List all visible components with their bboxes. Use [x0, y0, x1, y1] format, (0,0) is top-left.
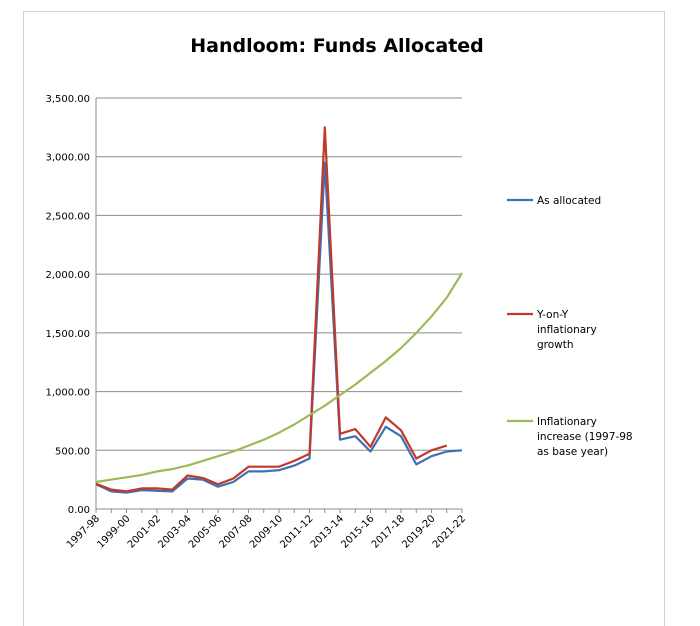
- series-line-3: [95, 272, 463, 484]
- legend: As allocated Y-on-Y inflationary growth Infl…: [507, 195, 633, 458]
- y-tick-label: 3,500.00: [45, 94, 90, 105]
- chart-title: Handloom: Funds Allocated: [190, 35, 484, 57]
- y-tick-label: 1,000.00: [45, 388, 90, 399]
- axes: [95, 98, 463, 513]
- y-tick-label: 0.00: [68, 505, 90, 516]
- grid-lines: [96, 97, 462, 451]
- legend-label-2: Y-on-Y inflationary growth: [536, 309, 597, 351]
- y-tick-label: 1,500.00: [45, 329, 90, 340]
- series-lines: [95, 126, 463, 494]
- y-tick-label: 500.00: [55, 446, 90, 457]
- chart-frame: [23, 11, 665, 626]
- legend-label-3: Inflationary increase (1997-98 as base yea…: [537, 416, 633, 458]
- x-tick-label: 2021-22: [431, 513, 468, 550]
- y-tick-label: 2,500.00: [45, 211, 90, 222]
- y-tick-label: 2,000.00: [45, 270, 90, 281]
- x-tick-labels: 1997-981999-002001-022003-042005-062007-…: [65, 513, 468, 550]
- series-line-2: [95, 126, 448, 493]
- legend-label-1: As allocated: [537, 195, 601, 207]
- y-tick-labels: 0.00 500.00 1,000.00 1,500.00 2,000.00 2,500.…: [45, 94, 90, 516]
- y-tick-label: 3,000.00: [45, 153, 90, 164]
- series-line-1: [95, 161, 463, 494]
